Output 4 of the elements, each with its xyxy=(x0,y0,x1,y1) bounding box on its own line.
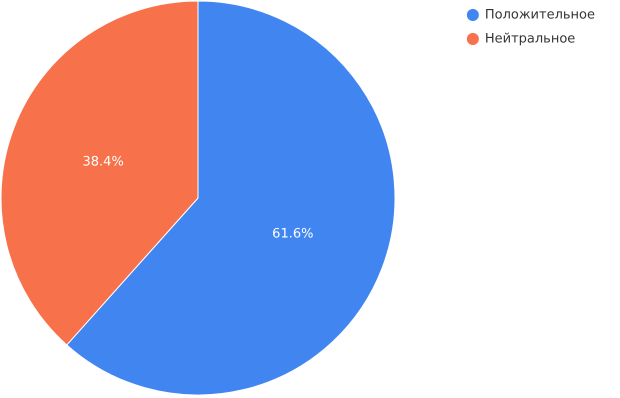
data-label: 61.6% xyxy=(272,226,314,242)
data-label: 38.4% xyxy=(82,154,124,170)
legend-label: Положительное xyxy=(484,8,596,22)
legend-label: Нейтральное xyxy=(484,32,576,46)
